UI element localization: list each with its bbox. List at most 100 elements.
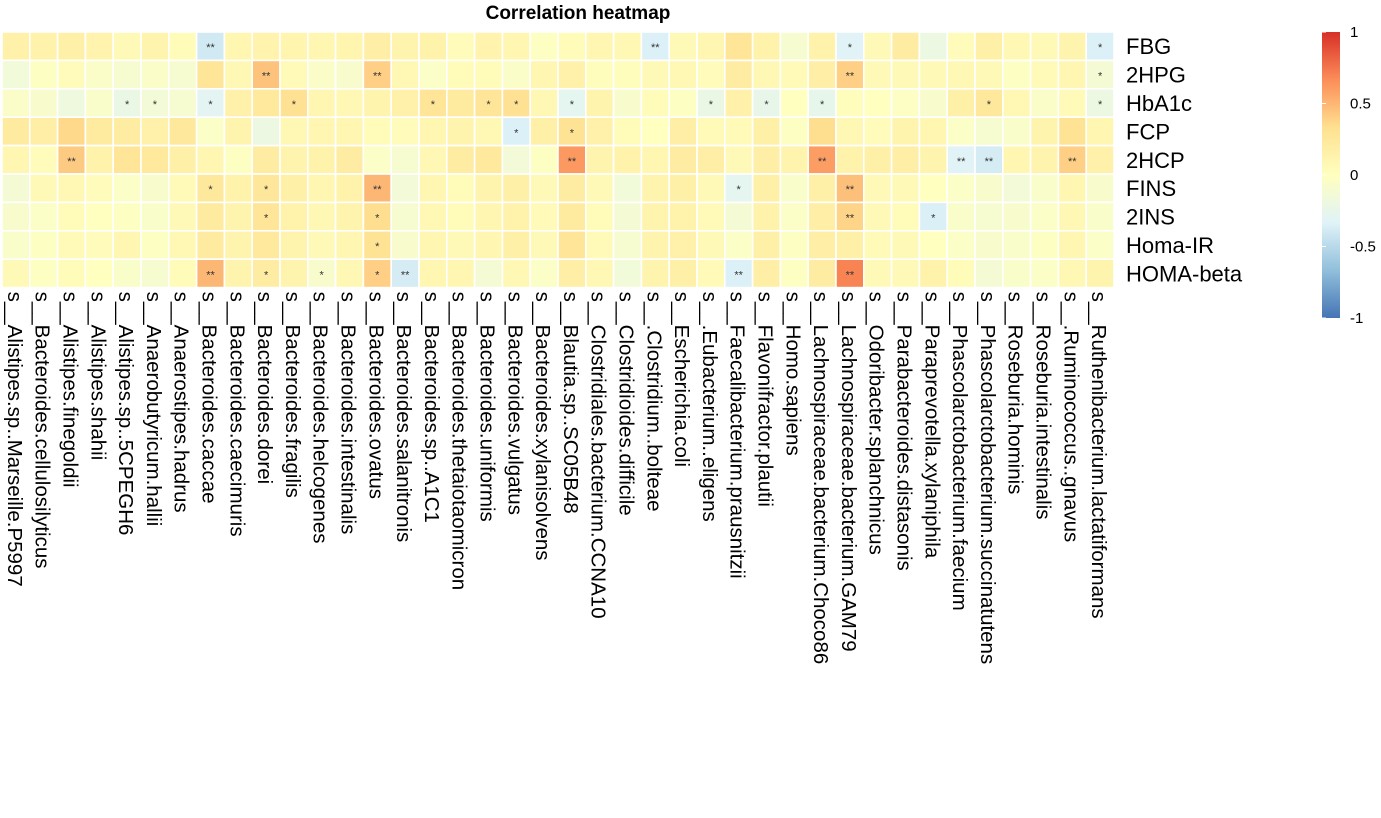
heatmap-cell: [56, 201, 87, 232]
heatmap-cell: [390, 31, 420, 62]
heatmap-cell: [584, 116, 615, 147]
heatmap-cell: [779, 116, 810, 147]
heatmap-cell: [862, 88, 893, 119]
heatmap-cell: [918, 31, 949, 62]
colorbar-tick-label: -0.5: [1350, 239, 1376, 256]
significance-marker: *: [264, 269, 269, 281]
heatmap-cell: [279, 201, 309, 232]
colorbar: 1 0.5 0 -0.5 -1: [1322, 24, 1376, 327]
heatmap-cell: [473, 116, 504, 147]
heatmap-cell: [279, 116, 309, 147]
heatmap-cell: [1057, 59, 1088, 90]
heatmap-cell: [140, 59, 170, 90]
heatmap-cell: [557, 173, 587, 204]
heatmap-cell: [612, 144, 643, 175]
heatmap-cell: [168, 173, 198, 204]
heatmap-cell: [584, 173, 615, 204]
heatmap-cell: [473, 258, 504, 289]
heatmap-cell: [1, 116, 31, 147]
heatmap-cell: [501, 173, 531, 204]
heatmap-cell: [779, 88, 810, 119]
heatmap-cell: [168, 116, 198, 147]
heatmap-cell: [473, 201, 504, 232]
significance-marker: **: [1068, 156, 1077, 168]
heatmap-cell: [696, 258, 726, 289]
heatmap-cell: [140, 31, 170, 62]
heatmap-cell: [112, 258, 142, 289]
significance-marker: *: [375, 269, 380, 281]
heatmap-cell: [1001, 201, 1032, 232]
heatmap-cell: [835, 116, 865, 147]
heatmap-cell: [640, 258, 671, 289]
heatmap-cell: [696, 201, 726, 232]
heatmap-cell: [723, 258, 754, 289]
heatmap-cell: [223, 258, 253, 289]
heatmap-cell: [723, 230, 754, 261]
heatmap-cell: [723, 116, 754, 147]
heatmap-cell: [862, 144, 893, 175]
heatmap-cell: [334, 230, 365, 261]
significance-marker: **: [846, 269, 855, 281]
heatmap-cell: [418, 201, 448, 232]
heatmap-cell: [1001, 144, 1032, 175]
row-label: FBG: [1126, 34, 1171, 59]
column-label: s__.Eubacterium..eligens: [698, 292, 721, 522]
column-label: s__Bacteroides.intestinalis: [337, 292, 360, 535]
heatmap-cell: [918, 230, 949, 261]
heatmap-cell: [1085, 173, 1115, 204]
row-label: 2INS: [1126, 205, 1175, 230]
significance-marker: *: [264, 184, 269, 196]
column-label: s__Parabacteroides.distasonis: [893, 292, 916, 571]
significance-marker: *: [264, 213, 269, 225]
heatmap-cell: [195, 258, 226, 289]
heatmap-cell: [1, 201, 31, 232]
heatmap-cell: [1, 59, 31, 90]
heatmap-cell: [1, 173, 31, 204]
heatmap-cell: [946, 201, 976, 232]
heatmap-cell: [140, 258, 170, 289]
heatmap-cell: [306, 144, 337, 175]
significance-marker: *: [208, 184, 213, 196]
heatmap-cell: [1, 230, 31, 261]
significance-marker: **: [373, 71, 382, 83]
significance-marker: *: [486, 99, 491, 111]
column-label: s__Roseburia.hominis: [1004, 292, 1027, 495]
heatmap-cell: [279, 59, 309, 90]
heatmap-cell: [1085, 31, 1115, 62]
heatmap-cell: [28, 258, 59, 289]
heatmap-cell: [862, 31, 893, 62]
heatmap-cell: [751, 201, 782, 232]
heatmap-cell: [418, 173, 448, 204]
heatmap-cell: [279, 230, 309, 261]
heatmap-cell: [696, 144, 726, 175]
heatmap-cell: [584, 201, 615, 232]
heatmap-cell: [1085, 230, 1115, 261]
heatmap-cell: [918, 258, 949, 289]
heatmap-cell: [723, 31, 754, 62]
heatmap-cell: [779, 258, 810, 289]
heatmap-cell: [1085, 258, 1115, 289]
heatmap-cell: [84, 31, 115, 62]
significance-marker: **: [206, 42, 215, 54]
heatmap-cell: [112, 173, 142, 204]
column-label: s__Bacteroides.vulgatus: [503, 292, 526, 515]
heatmap-cell: [612, 173, 643, 204]
heatmap-cell: [473, 144, 504, 175]
heatmap-cell: [890, 116, 921, 147]
row-label: HbA1c: [1126, 91, 1192, 116]
heatmap-cell: [557, 88, 587, 119]
heatmap-cell: [390, 230, 420, 261]
heatmap-cell: [84, 230, 115, 261]
heatmap-cell: [279, 144, 309, 175]
heatmap-cell: [751, 144, 782, 175]
heatmap-cell: [1001, 258, 1032, 289]
heatmap-cell: [56, 59, 87, 90]
column-label: s__Anaerostipes.hadrus: [170, 292, 193, 513]
heatmap-cell: [668, 116, 698, 147]
heatmap-cell: [390, 88, 420, 119]
heatmap-cell: [1029, 201, 1060, 232]
heatmap-cell: [529, 116, 559, 147]
heatmap-cell: [279, 173, 309, 204]
heatmap-cell: [640, 230, 671, 261]
column-label: s__Bacteroides.uniformis: [476, 292, 499, 522]
